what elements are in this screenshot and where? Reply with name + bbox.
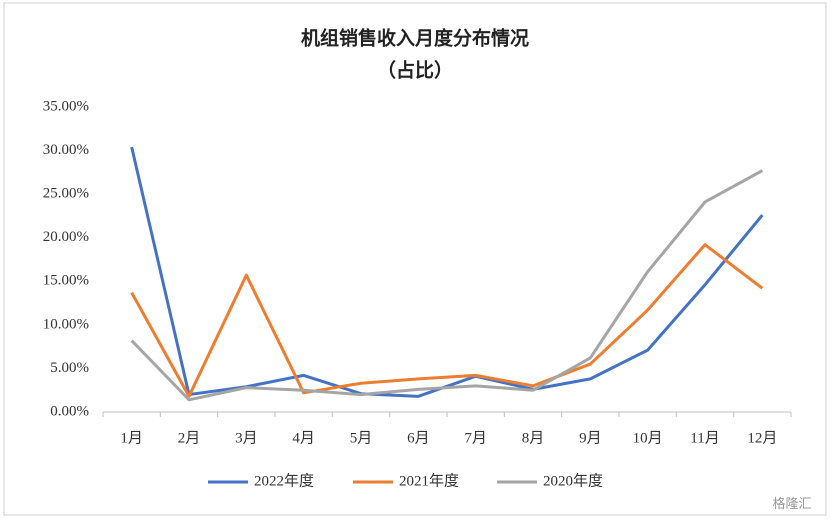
y-tick-label: 25.00%	[43, 186, 89, 202]
chart-subtitle: （占比）	[377, 58, 453, 81]
x-tick-label: 4月	[292, 430, 315, 446]
x-tick-label: 7月	[464, 430, 487, 446]
y-tick-label: 15.00%	[43, 273, 89, 289]
y-tick-label: 20.00%	[43, 229, 89, 245]
x-tick-label: 9月	[579, 430, 602, 446]
series-line	[130, 243, 764, 398]
chart-border	[3, 2, 827, 516]
x-tick-label: 11月	[690, 430, 719, 446]
watermark: 格隆汇	[772, 496, 811, 511]
x-tick-label: 8月	[522, 430, 545, 446]
x-tick-label: 6月	[407, 430, 430, 446]
x-tick-label: 3月	[235, 430, 258, 446]
y-tick-label: 0.00%	[50, 403, 89, 419]
y-tick-label: 10.00%	[43, 316, 89, 332]
chart-title: 机组销售收入月度分布情况	[301, 26, 529, 49]
y-tick-label: 5.00%	[50, 360, 89, 376]
x-tick-label: 2月	[178, 430, 201, 446]
x-tick-label: 5月	[350, 430, 373, 446]
y-tick-label: 35.00%	[43, 98, 89, 114]
legend-label: 2020年度	[543, 472, 603, 489]
x-tick-label: 12月	[747, 430, 777, 446]
x-tick-label: 1月	[120, 430, 143, 446]
legend-label: 2021年度	[399, 472, 459, 489]
y-tick-label: 30.00%	[43, 142, 89, 158]
series-line	[130, 169, 764, 402]
legend-label: 2022年度	[254, 472, 314, 489]
x-tick-label: 10月	[633, 430, 663, 446]
